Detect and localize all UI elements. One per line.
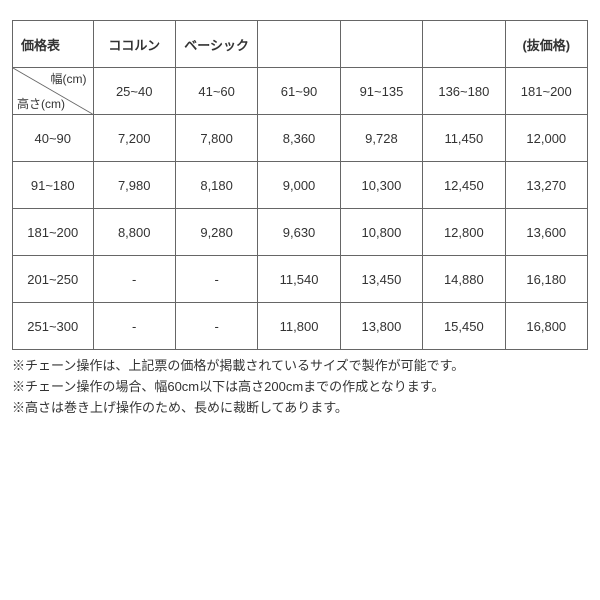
price-cell: - (93, 256, 175, 303)
price-cell: 9,728 (340, 115, 422, 162)
title-cell: 価格表 (13, 21, 94, 68)
price-cell: 12,000 (505, 115, 587, 162)
width-range-cell: 91~135 (340, 68, 422, 115)
price-cell: 13,450 (340, 256, 422, 303)
price-cell: - (175, 303, 257, 350)
price-cell: 16,800 (505, 303, 587, 350)
price-cell: 12,450 (423, 162, 505, 209)
width-range-cell: 61~90 (258, 68, 340, 115)
table-row: 40~90 7,200 7,800 8,360 9,728 11,450 12,… (13, 115, 588, 162)
height-range-cell: 40~90 (13, 115, 94, 162)
note-line: ※チェーン操作の場合、幅60cm以下は高さ200cmまでの作成となります。 (12, 377, 588, 398)
price-cell: 13,270 (505, 162, 587, 209)
right-cell: (抜価格) (505, 21, 587, 68)
notes-section: ※チェーン操作は、上記票の価格が掲載されているサイズで製作が可能です。 ※チェー… (12, 356, 588, 418)
price-cell: 9,280 (175, 209, 257, 256)
height-range-cell: 181~200 (13, 209, 94, 256)
price-cell: 10,300 (340, 162, 422, 209)
table-header-row-1: 価格表 ココルン ベーシック (抜価格) (13, 21, 588, 68)
price-cell: 7,980 (93, 162, 175, 209)
table-row: 251~300 - - 11,800 13,800 15,450 16,800 (13, 303, 588, 350)
price-cell: - (175, 256, 257, 303)
price-cell: 8,800 (93, 209, 175, 256)
price-cell: 7,800 (175, 115, 257, 162)
width-range-cell: 136~180 (423, 68, 505, 115)
price-cell: 12,800 (423, 209, 505, 256)
price-cell: 9,630 (258, 209, 340, 256)
table-row: 201~250 - - 11,540 13,450 14,880 16,180 (13, 256, 588, 303)
price-cell: 15,450 (423, 303, 505, 350)
price-cell: 8,180 (175, 162, 257, 209)
price-table: 価格表 ココルン ベーシック (抜価格) 幅(cm) 高さ(cm) 25~40 … (12, 20, 588, 350)
price-cell: 11,800 (258, 303, 340, 350)
price-cell: 7,200 (93, 115, 175, 162)
table-row: 91~180 7,980 8,180 9,000 10,300 12,450 1… (13, 162, 588, 209)
blank-cell (258, 21, 340, 68)
height-range-cell: 91~180 (13, 162, 94, 209)
note-line: ※チェーン操作は、上記票の価格が掲載されているサイズで製作が可能です。 (12, 356, 588, 377)
blank-cell (340, 21, 422, 68)
price-cell: 9,000 (258, 162, 340, 209)
height-range-cell: 251~300 (13, 303, 94, 350)
price-cell: 14,880 (423, 256, 505, 303)
price-cell: 16,180 (505, 256, 587, 303)
sub1-cell: ココルン (93, 21, 175, 68)
table-header-row-2: 幅(cm) 高さ(cm) 25~40 41~60 61~90 91~135 13… (13, 68, 588, 115)
price-cell: 10,800 (340, 209, 422, 256)
sub2-cell: ベーシック (175, 21, 257, 68)
diag-top-label: 幅(cm) (51, 70, 87, 87)
price-cell: 13,800 (340, 303, 422, 350)
width-range-cell: 181~200 (505, 68, 587, 115)
price-cell: 8,360 (258, 115, 340, 162)
table-row: 181~200 8,800 9,280 9,630 10,800 12,800 … (13, 209, 588, 256)
price-cell: - (93, 303, 175, 350)
price-cell: 11,540 (258, 256, 340, 303)
price-cell: 13,600 (505, 209, 587, 256)
width-range-cell: 25~40 (93, 68, 175, 115)
blank-cell (423, 21, 505, 68)
width-range-cell: 41~60 (175, 68, 257, 115)
diagonal-header-cell: 幅(cm) 高さ(cm) (13, 68, 94, 115)
price-cell: 11,450 (423, 115, 505, 162)
height-range-cell: 201~250 (13, 256, 94, 303)
note-line: ※高さは巻き上げ操作のため、長めに裁断してあります。 (12, 398, 588, 419)
diag-bottom-label: 高さ(cm) (17, 95, 65, 112)
